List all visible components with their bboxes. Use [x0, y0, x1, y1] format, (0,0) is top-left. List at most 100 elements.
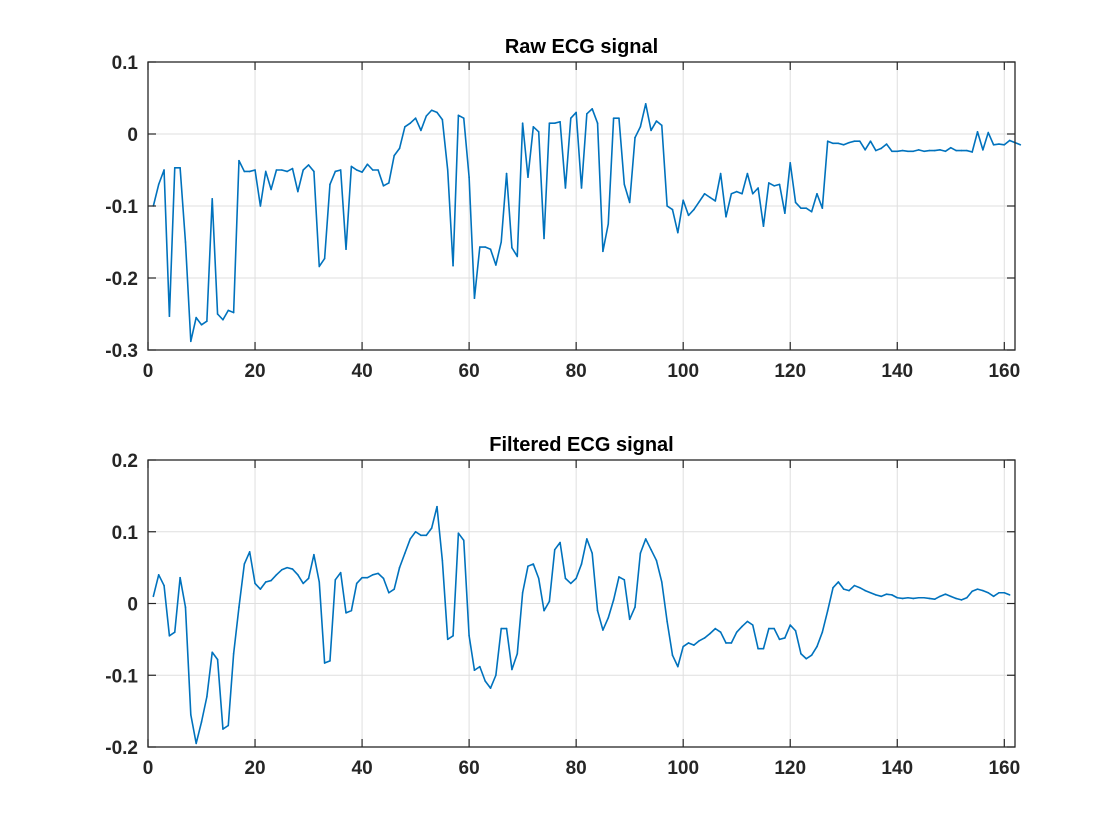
- filtered-ecg-data-point: [800, 652, 802, 655]
- filtered-ecg-points: [152, 505, 1011, 745]
- raw-ecg-data-point: [511, 246, 513, 249]
- filtered-ecg-data-point: [179, 576, 181, 579]
- filtered-ecg-data-point: [222, 728, 224, 730]
- raw-ecg-data-point: [264, 170, 267, 173]
- raw-ecg-data-point: [982, 149, 984, 151]
- filtered-ecg-data-point: [896, 596, 899, 599]
- filtered-ecg-data-point: [430, 527, 433, 529]
- filtered-ecg-data-point: [414, 530, 417, 533]
- raw-ecg-data-point: [580, 187, 583, 189]
- filtered-ecg-data-point: [639, 552, 642, 555]
- filtered-ecg-data-point: [489, 687, 492, 689]
- filtered-ecg-data-point: [452, 634, 454, 637]
- raw-ecg-data-point: [297, 190, 299, 193]
- raw-ecg-data-point: [955, 149, 957, 152]
- raw-ecg-data-point: [853, 140, 856, 142]
- filtered-ecg-data-point: [243, 563, 246, 565]
- raw-ecg-data-point: [805, 207, 808, 209]
- filtered-ecg-data-point: [361, 576, 363, 579]
- raw-ecg-data-point: [409, 122, 412, 124]
- filtered-ecg-data-point: [944, 593, 947, 595]
- raw-ecg-data-point: [602, 250, 604, 253]
- raw-ecg-xtick-label: 40: [352, 361, 373, 382]
- raw-ecg-data-point: [302, 169, 305, 171]
- filtered-ecg-data-point: [671, 654, 674, 656]
- raw-ecg-data-point: [725, 216, 727, 218]
- raw-ecg-points: [152, 102, 1022, 343]
- raw-ecg-data-point: [570, 117, 572, 119]
- filtered-ecg-xtick-label: 60: [459, 758, 480, 779]
- raw-ecg-data-point: [350, 165, 353, 168]
- raw-ecg-axes: 0 20 40 60 80 100 120 140 160 -0.3 -0.2 -0.1 0 0.1 Ra…: [105, 36, 1022, 382]
- raw-ecg-ytick-label: -0.3: [105, 341, 138, 362]
- filtered-ecg-data-point: [853, 584, 856, 587]
- raw-ecg-data-point: [859, 140, 861, 142]
- raw-ecg-data-point: [505, 172, 508, 175]
- filtered-ecg-data-point: [618, 576, 620, 578]
- filtered-ecg-xtick-label: 140: [881, 758, 913, 779]
- filtered-ecg-data-point: [318, 581, 321, 583]
- raw-ecg-ytick-label: -0.1: [105, 197, 138, 218]
- filtered-ecg-ytick-label: 0.2: [112, 451, 138, 472]
- raw-ecg-data-point: [869, 140, 872, 142]
- filtered-ecg-data-point: [933, 598, 936, 600]
- filtered-ecg-data-point: [388, 591, 390, 594]
- raw-ecg-data-point: [928, 149, 931, 152]
- filtered-ecg-data-point: [409, 538, 412, 540]
- filtered-ecg-data-point: [982, 589, 984, 592]
- filtered-ecg-data-point: [586, 538, 588, 540]
- filtered-ecg-data-point: [628, 618, 631, 621]
- filtered-ecg-data-point: [227, 724, 230, 727]
- raw-ecg-data-point: [719, 172, 722, 175]
- raw-ecg-data-point: [891, 150, 893, 153]
- filtered-ecg-data-point: [313, 553, 315, 556]
- filtered-ecg-data-point: [302, 582, 305, 585]
- raw-ecg-data-point: [195, 316, 197, 319]
- raw-ecg-data-point: [751, 192, 754, 195]
- raw-ecg-data-point: [489, 248, 492, 250]
- filtered-ecg-title: Filtered ECG signal: [489, 434, 673, 456]
- filtered-ecg-data-point: [869, 591, 872, 594]
- filtered-ecg-data-point: [334, 579, 337, 581]
- filtered-ecg-data-point: [634, 606, 636, 608]
- raw-ecg-data-point: [339, 169, 342, 171]
- filtered-ecg-data-point: [794, 629, 797, 632]
- filtered-ecg-data-point: [848, 589, 850, 592]
- raw-ecg-data-point: [179, 167, 181, 169]
- raw-ecg-data-point: [398, 147, 401, 150]
- filtered-ecg-data-point: [730, 642, 733, 644]
- filtered-ecg-data-point: [655, 559, 658, 562]
- raw-ecg-data-point: [334, 170, 337, 173]
- raw-ecg-data-point: [880, 147, 882, 150]
- filtered-ecg-data-point: [810, 654, 813, 656]
- raw-ecg-data-point: [987, 131, 990, 134]
- filtered-ecg-data-point: [880, 595, 882, 598]
- raw-ecg-data-point: [682, 199, 684, 202]
- raw-ecg-data-point: [998, 143, 1000, 145]
- raw-ecg-xtick-label: 60: [459, 361, 480, 382]
- filtered-ecg-data-point: [393, 588, 395, 590]
- raw-ecg-grid: [148, 62, 1015, 350]
- filtered-ecg-data-point: [559, 541, 561, 544]
- raw-ecg-data-point: [371, 169, 374, 171]
- filtered-ecg-data-point: [735, 631, 738, 633]
- raw-ecg-data-point: [281, 169, 283, 171]
- filtered-ecg-data-point: [875, 594, 877, 596]
- raw-ecg-data-point: [575, 111, 577, 114]
- raw-ecg-data-point: [184, 241, 187, 243]
- filtered-ecg-data-point: [479, 665, 481, 668]
- raw-ecg-data-point: [912, 150, 915, 153]
- filtered-ecg-data-point: [339, 571, 342, 574]
- raw-ecg-data-point: [382, 185, 385, 187]
- raw-ecg-data-point: [173, 167, 176, 169]
- raw-ecg-xtick-label: 120: [774, 361, 806, 382]
- raw-ecg-data-point: [1003, 144, 1006, 146]
- filtered-ecg-data-point: [644, 538, 647, 540]
- filtered-ecg-data-point: [992, 595, 995, 598]
- filtered-ecg-data-point: [404, 552, 406, 555]
- raw-ecg-data-point: [816, 192, 818, 195]
- filtered-ecg-data-point: [468, 634, 470, 637]
- filtered-ecg-ticks: 0 20 40 60 80 100 120 140 160 -0.2 -0.1 0 0.1 0.2: [105, 451, 1020, 779]
- filtered-ecg-data-point: [420, 534, 422, 537]
- raw-ecg-data-point: [521, 122, 524, 124]
